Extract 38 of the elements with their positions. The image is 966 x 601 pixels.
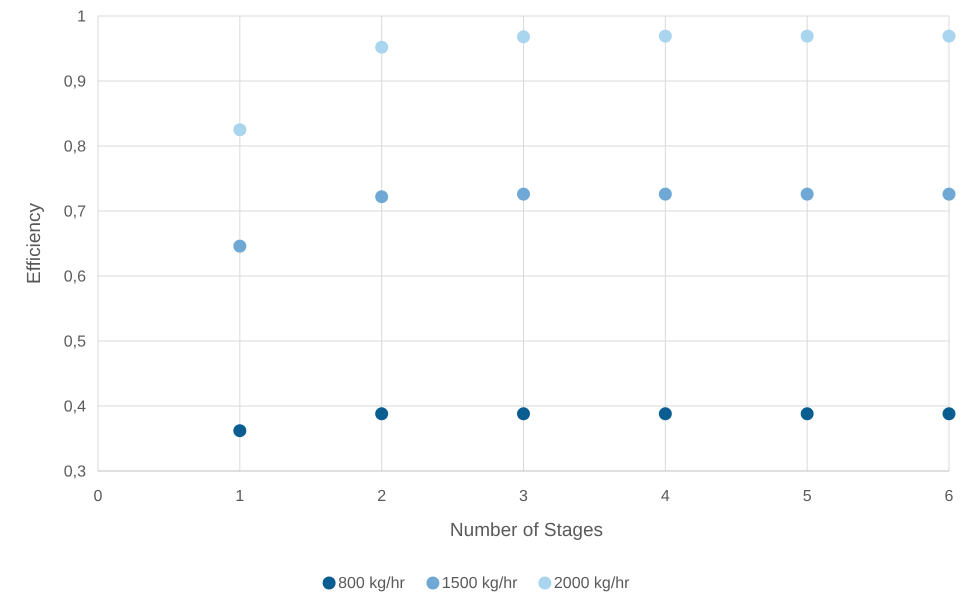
point — [517, 407, 530, 420]
y-axis-title: Efficiency — [24, 202, 45, 284]
legend-label: 2000 kg/hr — [554, 575, 630, 592]
point — [375, 40, 388, 54]
point — [233, 240, 246, 253]
x-tick-label: 6 — [944, 488, 954, 505]
point — [942, 407, 956, 420]
y-tick-label: 0,9 — [64, 74, 86, 91]
x-tick-label: 1 — [235, 488, 244, 505]
point — [517, 188, 530, 201]
y-tick-label: 0,3 — [64, 464, 86, 481]
point — [800, 30, 814, 43]
y-tick-label: 0,6 — [64, 268, 86, 286]
point — [658, 30, 672, 43]
x-tick-label: 5 — [802, 488, 812, 505]
y-tick-label: 0,5 — [64, 334, 86, 351]
y-tick-label: 0,8 — [64, 138, 86, 156]
point — [517, 30, 530, 44]
point — [658, 188, 672, 201]
y-tick-label: 0,7 — [64, 204, 86, 221]
point — [658, 407, 672, 420]
x-tick-label: 4 — [660, 488, 670, 505]
point — [800, 188, 814, 201]
y-tick-label: 0,4 — [64, 398, 86, 416]
x-axis-title: Number of Stages — [450, 520, 604, 541]
legend-label: 1500 kg/hr — [442, 575, 518, 592]
point — [233, 123, 246, 136]
point — [375, 190, 388, 204]
x-tick-label: 2 — [377, 488, 386, 505]
x-tick-label: 0 — [94, 488, 103, 505]
point — [942, 188, 956, 201]
point — [942, 30, 956, 43]
x-tick-label: 3 — [519, 488, 528, 505]
legend-label: 800 kg/hr — [338, 575, 406, 592]
point — [800, 407, 814, 420]
point — [375, 407, 388, 420]
point — [233, 424, 246, 438]
y-tick-label: 1 — [77, 8, 86, 26]
